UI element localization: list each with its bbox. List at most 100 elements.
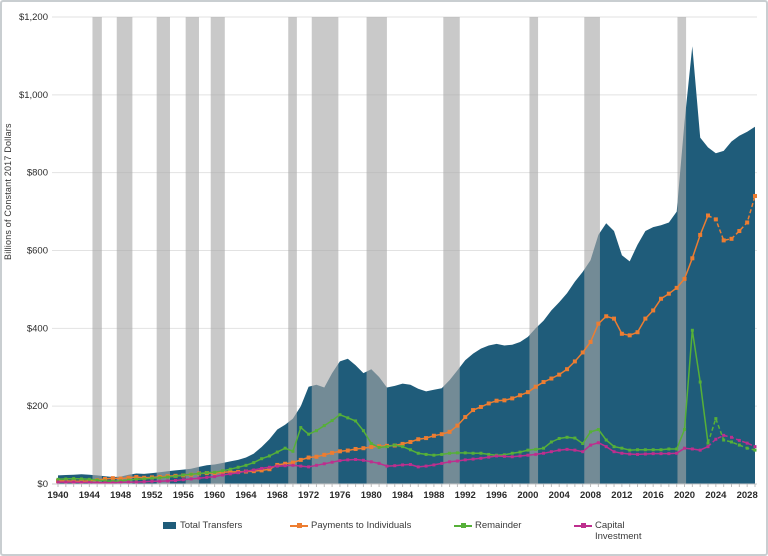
capital-investment-marker (369, 460, 373, 464)
capital-investment-marker (502, 454, 506, 458)
capital-investment-marker (448, 460, 452, 464)
payments-to-individuals-marker (267, 467, 272, 472)
capital-investment-marker (385, 464, 389, 468)
x-tick-label: 2020 (674, 490, 695, 501)
payments-to-individuals-marker (502, 398, 507, 403)
capital-investment-marker (440, 461, 444, 465)
remainder-marker (690, 328, 694, 332)
x-tick-label: 1968 (267, 490, 288, 501)
remainder-marker (455, 451, 459, 455)
remainder-marker (354, 419, 358, 423)
remainder-marker (181, 473, 185, 477)
payments-to-individuals-marker (706, 213, 711, 218)
remainder-marker (565, 435, 569, 439)
capital-investment-marker (518, 454, 522, 458)
payments-to-individuals-marker (635, 330, 640, 335)
capital-investment-marker (510, 455, 514, 459)
remainder-marker (267, 454, 271, 458)
payments-to-individuals-marker (416, 437, 421, 442)
capital-investment-marker (338, 459, 342, 463)
remainder-marker (722, 438, 726, 442)
legend-item-total-transfers[interactable]: Total Transfers (163, 520, 242, 531)
capital-investment-marker (565, 447, 569, 451)
remainder-marker (338, 413, 342, 417)
capital-investment-marker (134, 480, 138, 484)
payments-to-individuals-marker (314, 454, 319, 459)
y-tick-label: $600 (27, 246, 48, 257)
capital-investment-marker (542, 451, 546, 455)
x-tick-label: 1976 (329, 490, 350, 501)
remainder-marker (283, 446, 287, 450)
payments-to-individuals-marker (541, 380, 546, 385)
legend: Total Transfers Payments to Individuals … (2, 516, 766, 554)
payments-to-individuals-marker (565, 367, 570, 372)
legend-label-remainder: Remainder (475, 520, 522, 531)
capital-investment-marker (573, 448, 577, 452)
remainder-marker (581, 442, 585, 446)
x-tick-label: 1964 (235, 490, 257, 501)
legend-item-payments[interactable]: Payments to Individuals (290, 520, 411, 531)
payments-to-individuals-marker (290, 460, 295, 465)
x-tick-label: 1996 (486, 490, 507, 501)
payments-to-individuals-marker (690, 256, 695, 261)
x-tick-label: 2008 (580, 490, 601, 501)
payments-to-individuals-marker (588, 339, 593, 344)
payments-to-individuals-marker (361, 446, 366, 451)
recession-band (311, 17, 339, 484)
remainder-marker (604, 438, 608, 442)
payments-to-individuals-marker (737, 229, 742, 234)
capital-investment-marker (79, 480, 83, 484)
remainder-marker (330, 419, 334, 423)
remainder-marker (667, 447, 671, 451)
payments-to-individuals-marker (612, 316, 617, 321)
payments-to-individuals-marker (424, 436, 429, 441)
capital-investment-marker (260, 466, 264, 470)
capital-investment-marker (64, 480, 68, 484)
capital-investment-marker (737, 438, 741, 442)
capital-investment-marker (267, 465, 271, 469)
capital-investment-marker (596, 441, 600, 445)
legend-item-remainder[interactable]: Remainder (454, 520, 521, 531)
x-tick-label: 1956 (173, 490, 194, 501)
payments-to-individuals-marker (463, 415, 468, 420)
remainder-marker (158, 476, 162, 480)
capital-investment-marker (416, 465, 420, 469)
capital-investment-marker (166, 479, 170, 483)
payments-to-individuals-marker (353, 446, 358, 451)
payments-to-individuals-marker (322, 452, 327, 457)
payments-to-individuals-marker (478, 404, 483, 409)
legend-item-capital[interactable]: Capital Investment (574, 520, 641, 542)
remainder-marker (361, 429, 365, 433)
total-transfers-swatch (163, 522, 176, 529)
capital-investment-marker (683, 446, 687, 450)
payments-to-individuals-marker (596, 321, 601, 326)
capital-investment-marker (291, 463, 295, 467)
remainder-marker (643, 448, 647, 452)
payments-to-individuals-marker (369, 445, 374, 450)
capital-swatch (574, 522, 592, 529)
remainder-marker (142, 477, 146, 481)
payments-to-individuals-marker (306, 455, 311, 460)
x-tick-label: 1980 (361, 490, 382, 501)
remainder-marker (134, 477, 138, 481)
remainder-marker (401, 445, 405, 449)
recession-band (366, 17, 387, 484)
remainder-marker (236, 465, 240, 469)
remainder-marker (636, 448, 640, 452)
remainder-marker (346, 416, 350, 420)
remainder-marker (573, 436, 577, 440)
capital-investment-marker (228, 472, 232, 476)
recession-band (288, 17, 297, 484)
remainder-marker (111, 479, 115, 483)
y-tick-label: $0 (37, 479, 48, 490)
capital-investment-marker (471, 457, 475, 461)
remainder-marker (487, 452, 491, 456)
remainder-marker (440, 452, 444, 456)
capital-investment-marker (698, 448, 702, 452)
recession-band (116, 17, 133, 484)
remainder-marker (252, 461, 256, 465)
remainder-marker (675, 447, 679, 451)
remainder-marker (698, 380, 702, 384)
remainder-marker (377, 445, 381, 449)
